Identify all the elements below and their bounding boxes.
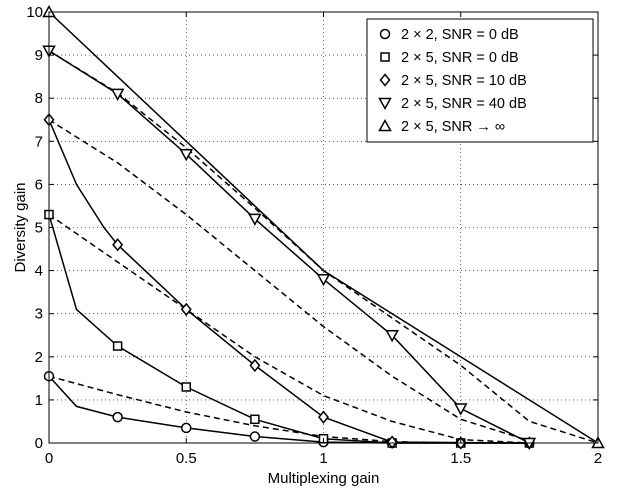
- series-2-dashed-line: [48, 119, 530, 442]
- y-tick-label: 7: [35, 133, 43, 150]
- y-axis-label: Diversity gain: [12, 182, 29, 272]
- series-3-point: [453, 403, 468, 416]
- series-1-point: [181, 382, 191, 392]
- y-tick-label: 2: [35, 349, 43, 366]
- legend-marker: [378, 97, 392, 111]
- legend-marker: [379, 28, 391, 40]
- x-tick-label: 1.5: [450, 450, 471, 467]
- series-1-point: [250, 414, 260, 425]
- series-2-point: [318, 410, 329, 424]
- series-2-point: [112, 238, 124, 252]
- ticks: 0 0.5 1 1.5 2 0 1 2 3 4 5 6 7 8 9 10: [26, 4, 602, 467]
- series-0-point: [181, 422, 192, 434]
- x-tick-label: 0.5: [176, 450, 197, 467]
- legend-label: 2 × 2, SNR = 0 dB: [401, 27, 519, 43]
- legend-label: 2 × 5, SNR = 10 dB: [401, 73, 527, 89]
- y-tick-label: 4: [35, 263, 43, 280]
- series-3-point: [110, 88, 125, 101]
- series-1-dashed-line: [48, 213, 530, 444]
- legend-marker: [380, 52, 390, 62]
- y-tick-label: 3: [35, 306, 43, 323]
- series-1-point: [112, 341, 123, 351]
- series-4-solid-line: [48, 11, 599, 444]
- series-2-point: [180, 302, 192, 317]
- y-tick-label: 0: [35, 435, 43, 452]
- x-tick-label: 1: [319, 450, 327, 467]
- y-tick-label: 5: [35, 220, 43, 237]
- legend-marker: [378, 118, 392, 132]
- legend-marker: [379, 73, 391, 87]
- series-2-point: [249, 358, 261, 373]
- series-3-point: [316, 273, 331, 287]
- x-axis-label: Multiplexing gain: [268, 470, 380, 487]
- y-tick-label: 8: [35, 90, 43, 107]
- legend-label: 2 × 5, SNR → ∞: [401, 119, 505, 135]
- legend: 2 × 2, SNR = 0 dB 2 × 5, SNR = 0 dB 2 × 5,…: [366, 18, 594, 143]
- series-3-point: [385, 330, 399, 343]
- legend-box: [366, 18, 594, 143]
- y-tick-label: 1: [35, 392, 43, 409]
- series-1-solid-line: [48, 214, 530, 444]
- series-0-point: [249, 431, 261, 442]
- x-tick-label: 2: [594, 450, 602, 467]
- y-tick-label: 6: [35, 176, 43, 193]
- series-3-solid-line: [48, 50, 530, 444]
- legend-label: 2 × 5, SNR = 40 dB: [401, 96, 527, 112]
- series-2-point: [386, 435, 398, 449]
- series-3-point: [248, 213, 262, 226]
- series-3-point: [179, 148, 194, 162]
- y-tick-label: 9: [35, 47, 43, 64]
- series-0-dashed-line: [48, 375, 530, 444]
- series-0-point: [112, 411, 123, 423]
- y-tick-label: 10: [26, 4, 43, 21]
- legend-label: 2 × 5, SNR = 0 dB: [401, 50, 519, 66]
- x-tick-label: 0: [45, 450, 53, 467]
